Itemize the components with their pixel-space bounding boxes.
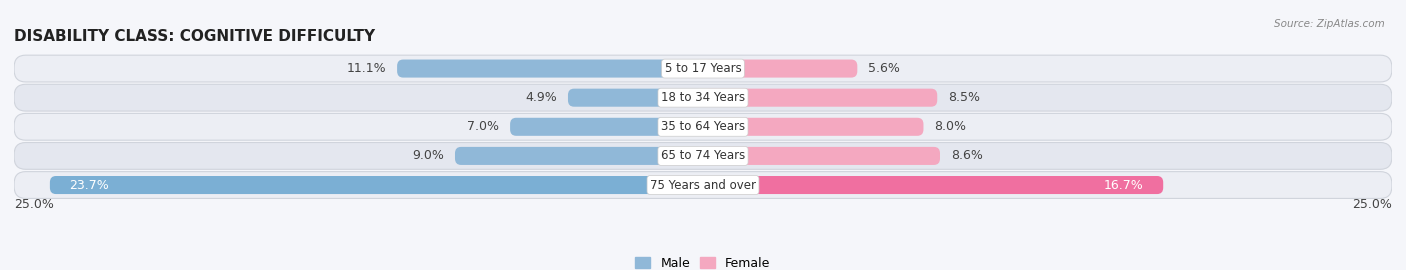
FancyBboxPatch shape bbox=[396, 59, 703, 77]
FancyBboxPatch shape bbox=[703, 89, 938, 107]
Text: Source: ZipAtlas.com: Source: ZipAtlas.com bbox=[1274, 19, 1385, 29]
FancyBboxPatch shape bbox=[456, 147, 703, 165]
FancyBboxPatch shape bbox=[510, 118, 703, 136]
FancyBboxPatch shape bbox=[14, 84, 1392, 111]
Text: 18 to 34 Years: 18 to 34 Years bbox=[661, 91, 745, 104]
Text: 65 to 74 Years: 65 to 74 Years bbox=[661, 149, 745, 163]
Text: 8.5%: 8.5% bbox=[948, 91, 980, 104]
Text: 5 to 17 Years: 5 to 17 Years bbox=[665, 62, 741, 75]
Text: 25.0%: 25.0% bbox=[1353, 198, 1392, 211]
FancyBboxPatch shape bbox=[703, 118, 924, 136]
Text: 35 to 64 Years: 35 to 64 Years bbox=[661, 120, 745, 133]
FancyBboxPatch shape bbox=[703, 147, 941, 165]
Text: 11.1%: 11.1% bbox=[346, 62, 387, 75]
Text: 8.6%: 8.6% bbox=[950, 149, 983, 163]
Text: 9.0%: 9.0% bbox=[412, 149, 444, 163]
FancyBboxPatch shape bbox=[49, 176, 703, 194]
Text: 16.7%: 16.7% bbox=[1104, 178, 1144, 191]
Text: 75 Years and over: 75 Years and over bbox=[650, 178, 756, 191]
Text: 23.7%: 23.7% bbox=[69, 178, 108, 191]
FancyBboxPatch shape bbox=[14, 55, 1392, 82]
FancyBboxPatch shape bbox=[703, 176, 1163, 194]
Text: 4.9%: 4.9% bbox=[526, 91, 557, 104]
Text: 5.6%: 5.6% bbox=[869, 62, 900, 75]
FancyBboxPatch shape bbox=[14, 172, 1392, 198]
FancyBboxPatch shape bbox=[568, 89, 703, 107]
Text: 25.0%: 25.0% bbox=[14, 198, 53, 211]
Text: 8.0%: 8.0% bbox=[935, 120, 966, 133]
Legend: Male, Female: Male, Female bbox=[631, 253, 775, 270]
Text: 7.0%: 7.0% bbox=[467, 120, 499, 133]
FancyBboxPatch shape bbox=[14, 143, 1392, 169]
FancyBboxPatch shape bbox=[703, 59, 858, 77]
Text: DISABILITY CLASS: COGNITIVE DIFFICULTY: DISABILITY CLASS: COGNITIVE DIFFICULTY bbox=[14, 29, 375, 44]
FancyBboxPatch shape bbox=[14, 113, 1392, 140]
